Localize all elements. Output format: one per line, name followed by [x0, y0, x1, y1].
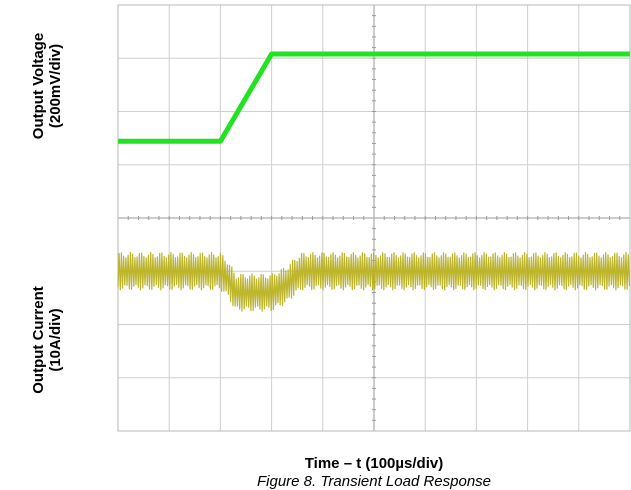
ylabel-current-line2: (10A/div)	[47, 308, 64, 371]
plot-traces	[117, 51, 630, 312]
ylabel-current-line1: Output Current	[30, 286, 47, 393]
plot-frame	[117, 4, 631, 432]
figure-caption: Figure 8. Transient Load Response	[256, 473, 492, 490]
x-axis-label: Time – t (100µs/div)	[304, 455, 444, 472]
plot-grid	[118, 5, 630, 431]
current-trace	[118, 51, 630, 144]
voltage-trace-center	[118, 269, 630, 295]
ylabel-voltage-line1: Output Voltage	[30, 33, 47, 139]
ylabel-voltage-line2: (200mV/div)	[47, 44, 64, 128]
voltage-ripple-trace	[117, 252, 630, 312]
